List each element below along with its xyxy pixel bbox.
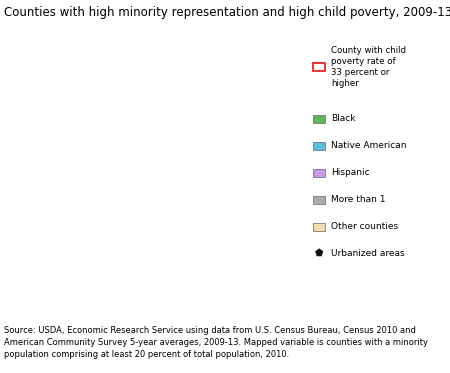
Text: ⬟: ⬟	[315, 248, 323, 258]
Text: Black: Black	[331, 115, 355, 123]
Text: Counties with high minority representation and high child poverty, 2009-13: Counties with high minority representati…	[4, 6, 450, 19]
Text: Urbanized areas: Urbanized areas	[331, 249, 405, 258]
Text: Source: USDA, Economic Research Service using data from U.S. Census Bureau, Cens: Source: USDA, Economic Research Service …	[4, 326, 428, 359]
Text: More than 1: More than 1	[331, 195, 385, 204]
Text: Native American: Native American	[331, 141, 406, 150]
Text: Other counties: Other counties	[331, 222, 398, 231]
Text: Hispanic: Hispanic	[331, 168, 369, 177]
Text: County with child
poverty rate of
33 percent or
higher: County with child poverty rate of 33 per…	[331, 46, 406, 88]
